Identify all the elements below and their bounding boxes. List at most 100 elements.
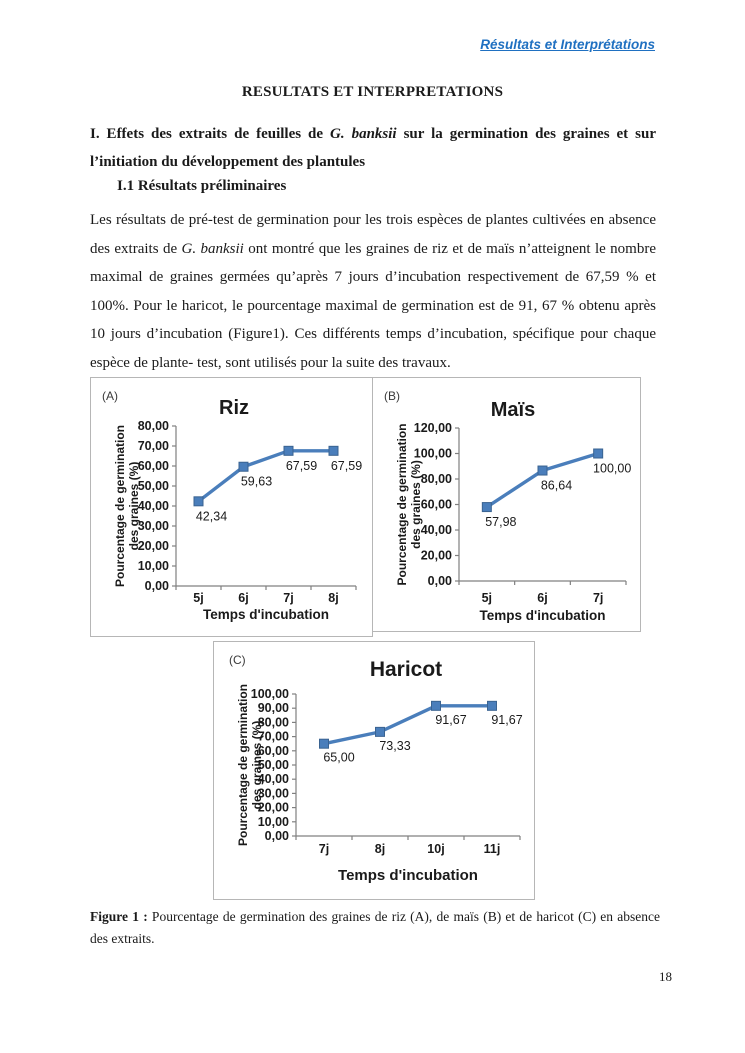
data-point-marker <box>593 448 604 459</box>
y-axis-title: des graines (%) <box>409 460 423 549</box>
data-point-marker <box>238 461 249 472</box>
paragraph-part2: ont montré que les graines de riz et de … <box>90 240 656 371</box>
series-line <box>322 704 494 746</box>
y-tick-label: 10,00 <box>258 815 289 829</box>
data-label: 42,34 <box>196 509 227 523</box>
data-label: 100,00 <box>593 462 631 476</box>
page-title: RESULTATS ET INTERPRETATIONS <box>241 84 504 100</box>
y-tick-label: 60,00 <box>421 498 452 512</box>
y-tick-label: 40,00 <box>258 772 289 786</box>
data-point-marker <box>328 445 339 456</box>
y-tick-label: 30,00 <box>138 519 169 533</box>
y-axis-title: Pourcentage de germination <box>113 425 127 587</box>
x-tick-label: 5j <box>193 591 203 605</box>
y-tick-label: 120,00 <box>414 421 452 435</box>
x-tick-label: 11j <box>484 842 501 856</box>
subsection-heading: I.1 Résultats préliminaires <box>117 178 287 194</box>
data-point-marker <box>431 700 441 711</box>
data-point-marker <box>375 726 385 737</box>
x-axis-title: Temps d'incubation <box>338 867 478 884</box>
y-tick-label: 50,00 <box>138 479 169 493</box>
data-label: 57,98 <box>485 515 516 529</box>
data-point-marker <box>481 502 492 513</box>
x-tick-label: 7j <box>283 591 293 605</box>
x-tick-label: 8j <box>328 591 338 605</box>
x-tick-label: 5j <box>482 591 492 605</box>
chart-title: Maïs <box>491 399 535 421</box>
mais-line-chart: (B) Maïs 0,00 20,00 40,00 60,00 80,00 100,00 120… <box>384 389 631 623</box>
y-tick-label: 70,00 <box>138 439 169 453</box>
y-tick-label: 80,00 <box>138 419 169 433</box>
data-point-marker <box>193 496 204 507</box>
species-name-italic: G. banksii <box>181 240 244 257</box>
chart-panel-riz: (A) Riz 0,00 10,00 20,00 30,00 40,00 50,00 60,00… <box>90 377 373 637</box>
x-tick-label: 7j <box>319 842 329 856</box>
data-label: 67,59 <box>331 459 362 473</box>
series-line <box>196 449 336 504</box>
data-point-marker <box>283 445 294 456</box>
paragraph-part1: Les résultats de pré-test de germination… <box>90 212 656 257</box>
body-paragraph: Les résultats de pré-test de germination… <box>90 206 656 378</box>
data-label: 73,33 <box>379 739 410 753</box>
chart-panel-mais: (B) Maïs 0,00 20,00 40,00 60,00 80,00 100,00 120… <box>372 377 641 632</box>
x-axis-title: Temps d'incubation <box>203 607 329 622</box>
chart-title: Haricot <box>370 658 442 681</box>
x-tick-label: 10j <box>427 842 444 856</box>
data-point-marker <box>487 700 497 711</box>
data-label: 65,00 <box>323 751 354 765</box>
panel-label: (A) <box>102 389 118 403</box>
species-name-italic: G. banksii <box>330 126 397 142</box>
y-tick-label: 100,00 <box>414 447 452 461</box>
y-tick-label: 10,00 <box>138 559 169 573</box>
data-point-marker <box>319 738 329 749</box>
data-label: 59,63 <box>241 475 272 489</box>
section-heading: I. Effets des extraits de feuilles de G.… <box>90 120 656 176</box>
y-axis-title: Pourcentage de germination <box>236 684 250 846</box>
y-tick-label: 0,00 <box>265 829 289 843</box>
panel-label: (B) <box>384 389 400 403</box>
x-tick-label: 7j <box>593 591 603 605</box>
y-tick-label: 20,00 <box>138 539 169 553</box>
y-tick-label: 40,00 <box>421 523 452 537</box>
running-header-text: Résultats et Interprétations <box>480 37 655 52</box>
y-tick-label: 20,00 <box>421 549 452 563</box>
y-tick-label: 40,00 <box>138 499 169 513</box>
y-axis-title: Pourcentage de germination <box>395 423 409 585</box>
data-label: 91,67 <box>435 713 466 727</box>
figure-caption-label: Figure 1 : <box>90 909 148 924</box>
haricot-line-chart: (C) Haricot0,0010,0020,0030,0040,0050,006… <box>229 653 523 884</box>
running-header: Résultats et Interprétations <box>90 37 655 52</box>
x-tick-label: 6j <box>238 591 248 605</box>
x-tick-label: 8j <box>375 842 385 856</box>
x-axis-title: Temps d'incubation <box>480 608 606 623</box>
data-label: 91,67 <box>491 713 522 727</box>
x-tick-label: 6j <box>537 591 547 605</box>
y-tick-label: 0,00 <box>428 574 452 588</box>
y-tick-label: 60,00 <box>138 459 169 473</box>
data-point-marker <box>537 465 548 476</box>
data-label: 67,59 <box>286 459 317 473</box>
y-tick-label: 50,00 <box>258 758 289 772</box>
y-axis-title: des graines (%) <box>127 462 141 551</box>
y-tick-label: 20,00 <box>258 801 289 815</box>
riz-line-chart: (A) Riz 0,00 10,00 20,00 30,00 40,00 50,00 60,00… <box>102 389 362 622</box>
y-tick-label: 100,00 <box>251 687 289 701</box>
chart-panel-haricot: (C) Haricot 0,00 10,00 20,00 30,00 40,00 50,00 6… <box>213 641 535 900</box>
section-heading-suffix: sur la germination des graines et sur l’… <box>90 126 656 170</box>
y-tick-label: 30,00 <box>258 786 289 800</box>
data-label: 86,64 <box>541 479 572 493</box>
y-tick-label: 80,00 <box>421 472 452 486</box>
section-heading-prefix: I. Effets des extraits de feuilles de <box>90 126 331 142</box>
y-axis-title: des graines (%) <box>250 721 264 810</box>
y-tick-label: 90,00 <box>258 701 289 715</box>
y-tick-label: 0,00 <box>145 579 169 593</box>
panel-label: (C) <box>229 653 246 667</box>
page-number: 18 <box>659 969 672 984</box>
figure-caption: Figure 1 : Pourcentage de germination de… <box>90 906 660 950</box>
y-tick-label: 70,00 <box>258 730 289 744</box>
chart-title: Riz <box>219 397 249 419</box>
figure-caption-text: Pourcentage de germination des graines d… <box>90 909 660 946</box>
y-tick-label: 60,00 <box>258 744 289 758</box>
y-tick-label: 80,00 <box>258 715 289 729</box>
